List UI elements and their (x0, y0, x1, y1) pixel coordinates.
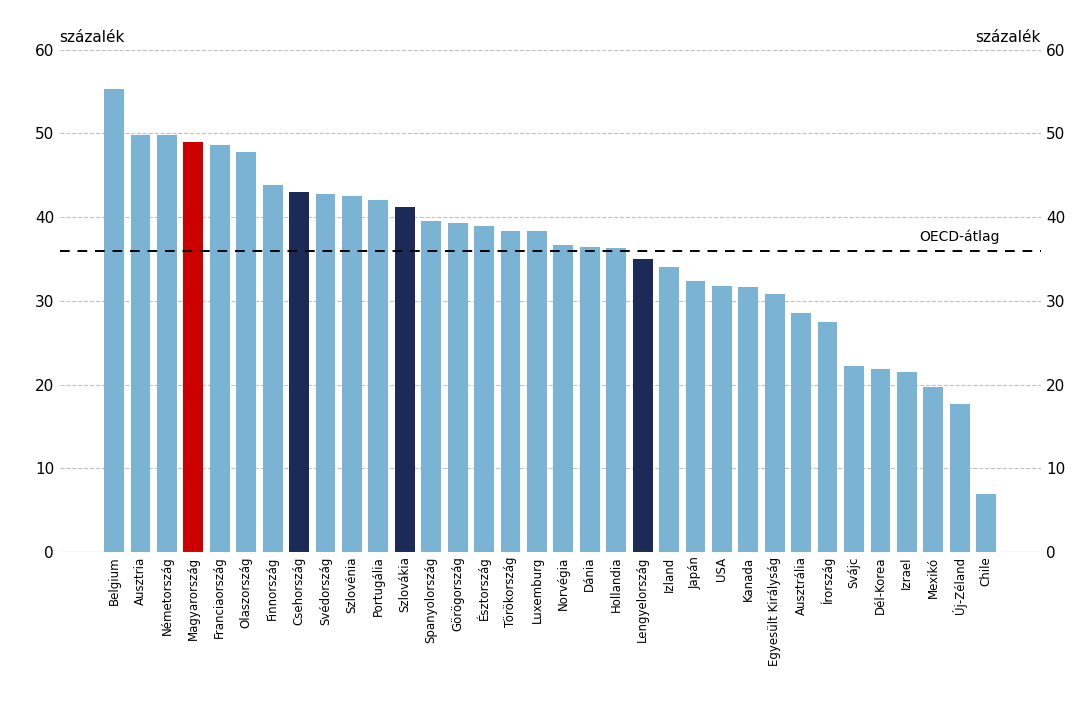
Bar (606, 248, 627, 552)
Bar (554, 245, 573, 552)
Bar (765, 295, 785, 552)
Bar (685, 281, 706, 552)
Bar (236, 152, 256, 552)
Bar (633, 259, 653, 552)
Bar (844, 366, 864, 552)
Bar (210, 145, 230, 552)
Bar (977, 493, 996, 552)
Bar (712, 286, 732, 552)
Bar (289, 192, 309, 552)
Bar (896, 372, 917, 552)
Bar (950, 404, 969, 552)
Text: százalék: százalék (60, 30, 125, 45)
Bar (315, 194, 335, 552)
Bar (817, 322, 838, 552)
Bar (183, 142, 204, 552)
Bar (474, 227, 494, 552)
Bar (501, 231, 520, 552)
Bar (924, 387, 943, 552)
Bar (422, 222, 441, 552)
Bar (369, 200, 388, 552)
Bar (104, 89, 124, 552)
Bar (262, 185, 283, 552)
Bar (738, 287, 758, 552)
Bar (527, 231, 546, 552)
Bar (659, 266, 679, 552)
Bar (448, 223, 467, 552)
Text: százalék: százalék (976, 30, 1041, 45)
Bar (791, 314, 811, 552)
Bar (131, 135, 151, 552)
Bar (395, 207, 415, 552)
Bar (343, 196, 362, 552)
Text: OECD-átlag: OECD-átlag (919, 229, 999, 244)
Bar (870, 369, 890, 552)
Bar (580, 247, 599, 552)
Bar (157, 135, 177, 552)
